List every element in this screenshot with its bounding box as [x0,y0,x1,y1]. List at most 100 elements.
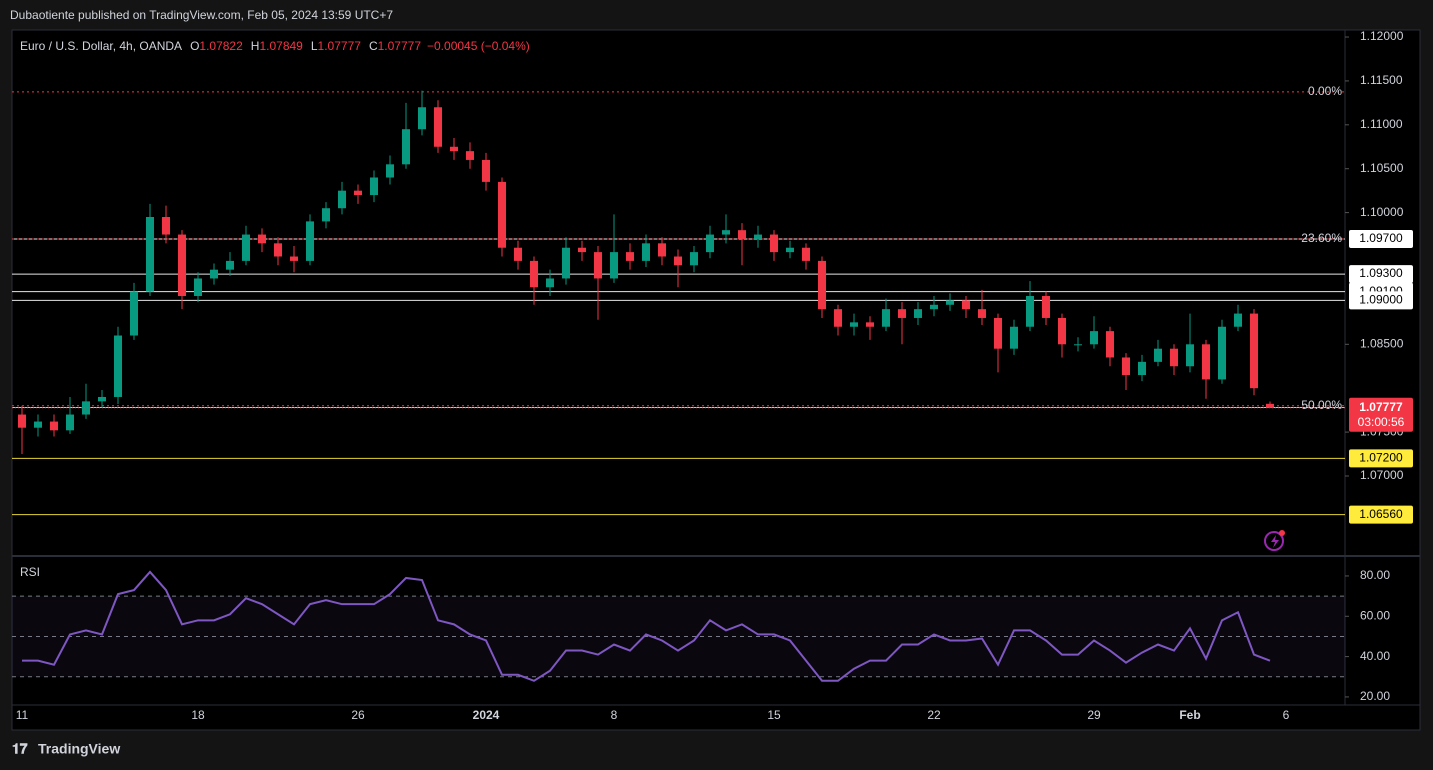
candle-body [514,247,522,261]
symbol: Euro / U.S. Dollar, 4h, OANDA [20,39,182,53]
rsi-line [22,570,1271,682]
legend-key: O [190,39,199,53]
y-tick-label: 1.12000 [1360,29,1404,43]
candle-body [754,234,762,239]
candle-body [722,230,730,235]
icon-bolt [1271,535,1279,548]
candle-body [194,278,202,297]
y-tick-label: 1.10000 [1360,205,1404,219]
candle-body [322,208,330,222]
candle-body [738,230,746,239]
x-tick-label: Feb [1179,708,1200,722]
candle-body [450,146,458,152]
candle-body [530,260,538,288]
candle-body [1074,344,1082,346]
candle-body [802,247,810,261]
candle-body [930,304,938,310]
candle-body [642,243,650,261]
x-tick-label: 8 [611,708,618,722]
icon-ring [1264,531,1284,551]
candle-body [1122,357,1130,376]
logo-mark: 𝟏𝟕 [12,741,28,757]
candle-body [1250,313,1258,389]
x-tick-label: 29 [1087,708,1101,722]
legend: Euro / U.S. Dollar, 4h, OANDA O1.07822 H1.… [20,39,530,53]
candle-body [130,291,138,336]
candle-body [434,107,442,147]
rsi-tick-label: 40.00 [1360,649,1390,663]
candle-body [946,300,954,305]
y-tick-label: 1.11500 [1360,73,1403,87]
candle-body [1138,361,1146,376]
price-box [1349,229,1413,248]
legend-key: L [311,39,318,53]
candle-body [162,216,170,235]
last-price-label: 1.07777 [1359,400,1403,414]
x-tick-label: 2024 [473,708,500,722]
candle-body [18,414,26,428]
candle-body [1154,348,1162,362]
chart-frame [11,29,1421,731]
candle-body [370,177,378,196]
x-tick-label: 11 [16,708,29,722]
candle-body [882,309,890,327]
candle-body [1042,296,1050,318]
candle-body [578,247,586,253]
legend-change: −0.00045 (−0.04%) [427,39,530,53]
price-box-label: 1.07200 [1359,451,1403,465]
y-tick-label: 1.10500 [1360,161,1404,175]
candle-body [562,247,570,279]
candle-body [226,260,234,270]
rsi-tick-label: 20.00 [1360,689,1390,703]
price-box-label: 1.09700 [1359,231,1403,245]
x-tick-label: 18 [191,708,205,722]
legend-value: 1.07777 [318,39,362,53]
candle-body [114,335,122,397]
legend-value: 1.07822 [199,39,243,53]
alert-icon [1264,530,1285,551]
candle-body [178,234,186,297]
candle-body [658,243,666,257]
y-tick-label: 1.07000 [1360,468,1404,482]
candle-body [786,247,794,253]
price-box [1349,265,1413,284]
candle-body [50,421,58,431]
candle-body [210,269,218,279]
candle-body [146,216,154,292]
candle-body [866,322,874,327]
price-box-label: 1.09300 [1359,266,1403,280]
candle-body [1266,403,1274,408]
x-tick-label: 15 [767,708,781,722]
candle-body [82,401,90,415]
candle-body [962,300,970,310]
candle-body [1058,317,1066,345]
candle-body [1186,344,1194,367]
candle-body [850,322,858,327]
x-tick-label: 6 [1283,708,1290,722]
y-tick-label: 1.08500 [1360,336,1404,350]
candle-body [290,256,298,261]
candle-body [706,234,714,253]
candle-body [402,129,410,165]
candle-body [770,234,778,253]
candle-body [594,252,602,279]
icon-dot [1279,530,1285,536]
candle-body [274,243,282,257]
candle-body [1010,326,1018,349]
candle-body [674,256,682,266]
candle-body [1170,348,1178,367]
publisher-header: Dubaotiente published on TradingView.com… [10,8,393,22]
legend-key: C [369,39,378,53]
legend-value: 1.07777 [378,39,422,53]
legend-value: 1.07849 [259,39,303,53]
candle-body [466,151,474,160]
price-box [1349,291,1413,310]
brand: TradingView [38,741,120,757]
candle-body [1026,296,1034,327]
fib-label: 0.00% [1308,84,1342,98]
footer: 𝟏𝟕 TradingView [12,741,120,757]
candle-body [418,107,426,130]
candle-body [1106,331,1114,358]
candle-body [242,234,250,261]
